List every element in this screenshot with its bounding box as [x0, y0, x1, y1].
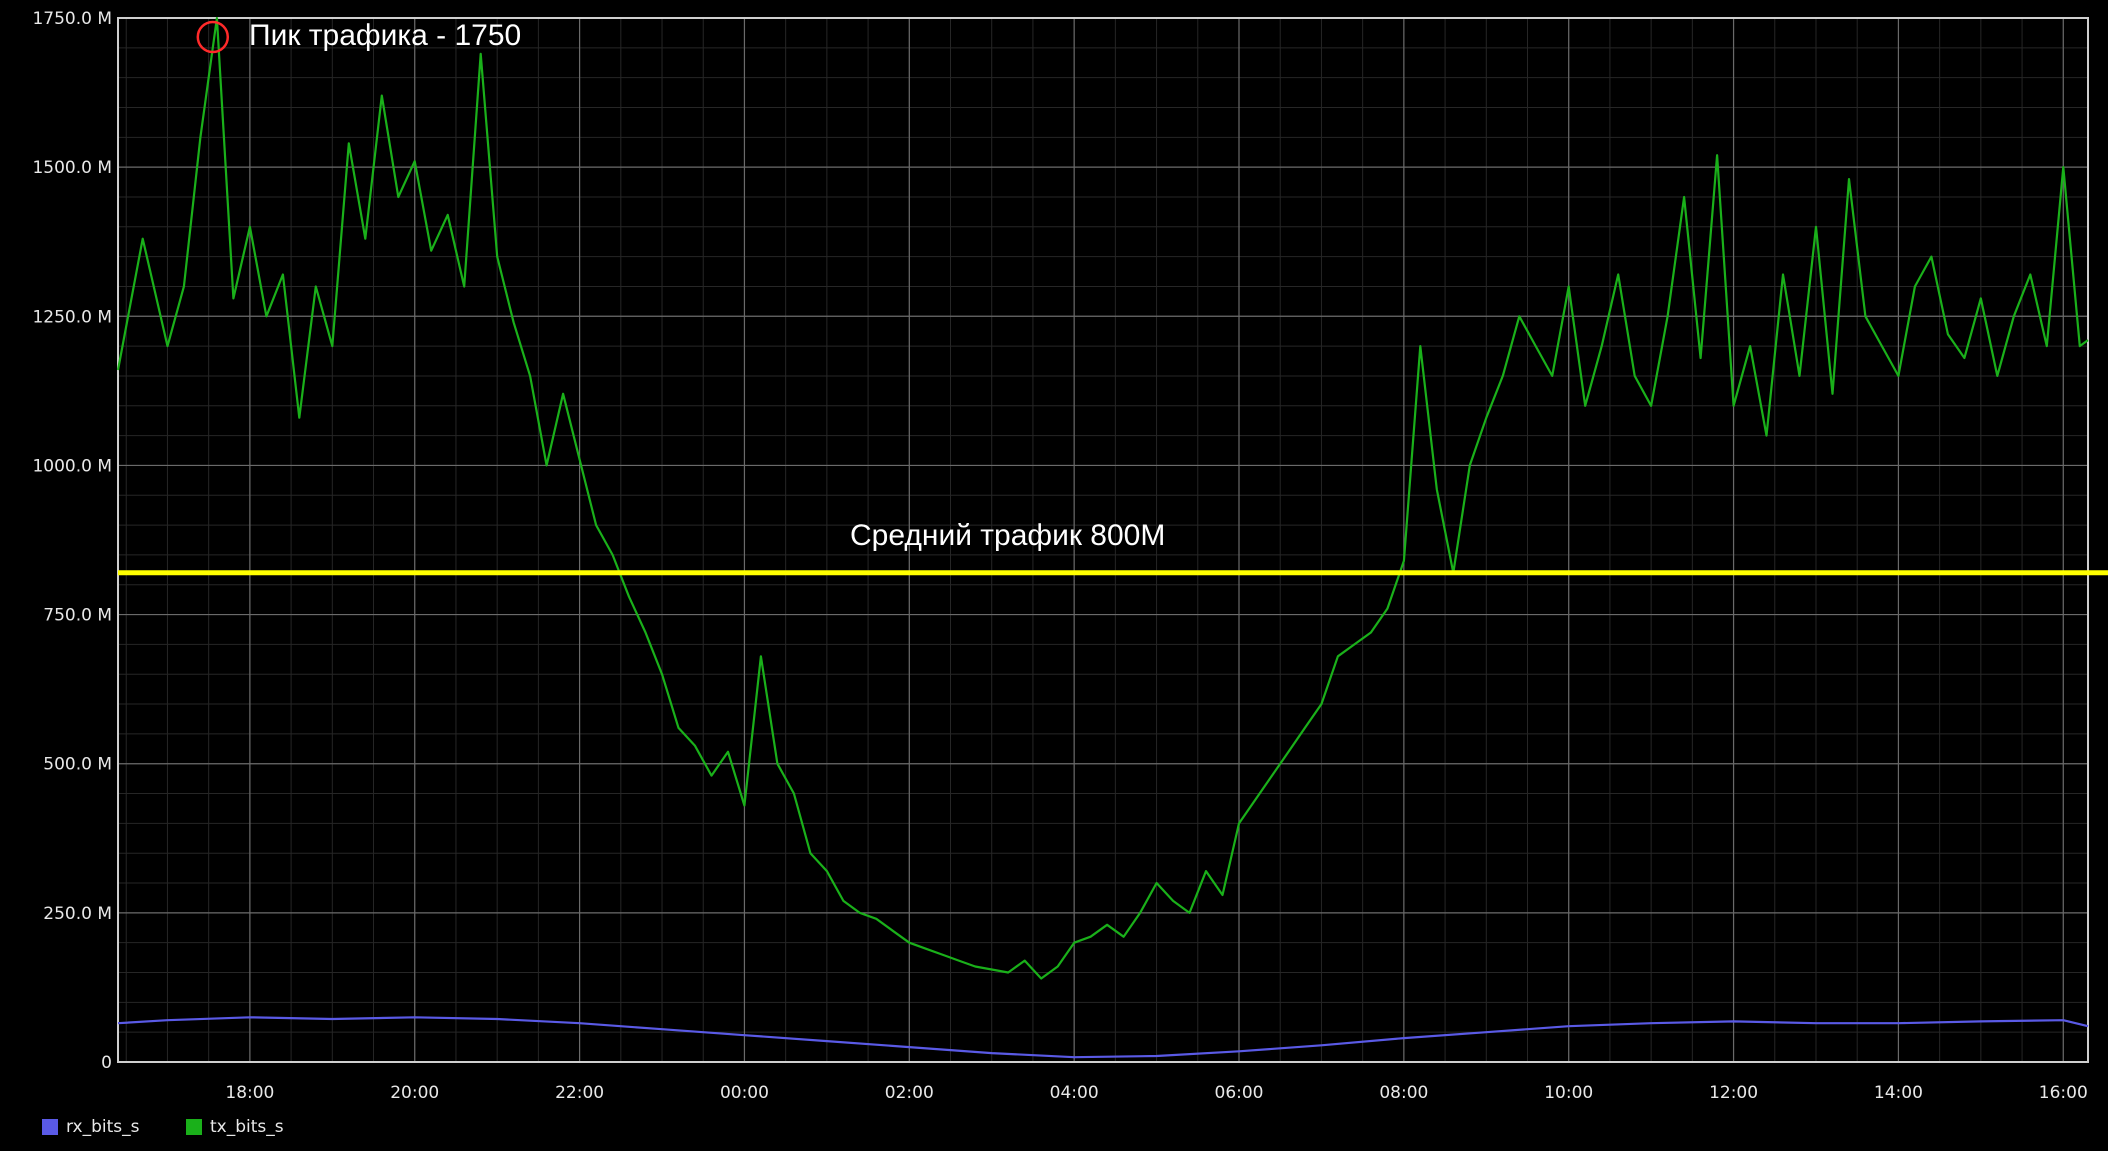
series-line-rx_bits_s [117, 1016, 2089, 1059]
x-tick-label: 06:00 [1215, 1083, 1264, 1103]
x-tick-label: 12:00 [1709, 1083, 1758, 1103]
legend: rx_bits_s tx_bits_s [42, 1117, 284, 1137]
y-axis-ticks: 0 250.0 M 500.0 M 750.0 M 1000.0 M 1250.0 M 15… [32, 9, 112, 1073]
x-tick-label: 10:00 [1544, 1083, 1593, 1103]
y-tick-label: 1000.0 M [32, 456, 112, 476]
x-tick-label: 02:00 [885, 1083, 934, 1103]
y-tick-label: 1750.0 M [32, 9, 112, 29]
average-traffic-label: Средний трафик 800M [850, 519, 1165, 552]
x-tick-label: 22:00 [555, 1083, 604, 1103]
legend-label-rx_bits_s: rx_bits_s [66, 1117, 140, 1137]
legend-swatch-rx_bits_s [42, 1119, 58, 1135]
legend-label-tx_bits_s: tx_bits_s [210, 1117, 284, 1137]
peak-marker-circle [196, 20, 230, 54]
series-line-tx_bits_s [116, 16, 2089, 980]
y-tick-label: 750.0 M [43, 606, 112, 626]
y-tick-label: 0 [101, 1053, 112, 1073]
x-axis-ticks: 18:00 20:00 22:00 00:00 02:00 04:00 06:00 08:00… [225, 1083, 2087, 1103]
x-tick-label: 08:00 [1379, 1083, 1428, 1103]
x-tick-label: 04:00 [1050, 1083, 1099, 1103]
x-tick-label: 20:00 [390, 1083, 439, 1103]
y-tick-label: 250.0 M [43, 904, 112, 924]
series-layer [116, 16, 2089, 1059]
plot-frame [117, 17, 2089, 1063]
x-tick-label: 18:00 [225, 1083, 274, 1103]
x-tick-label: 00:00 [720, 1083, 769, 1103]
x-tick-label: 14:00 [1874, 1083, 1923, 1103]
y-tick-label: 1500.0 M [32, 158, 112, 178]
legend-swatch-tx_bits_s [186, 1119, 202, 1135]
annotation-layer: Средний трафик 800M Пик трафика - 1750 [118, 19, 2108, 576]
x-tick-label: 16:00 [2039, 1083, 2088, 1103]
y-tick-label: 500.0 M [43, 755, 112, 775]
peak-traffic-label: Пик трафика - 1750 [249, 19, 521, 52]
y-tick-label: 1250.0 M [32, 307, 112, 327]
